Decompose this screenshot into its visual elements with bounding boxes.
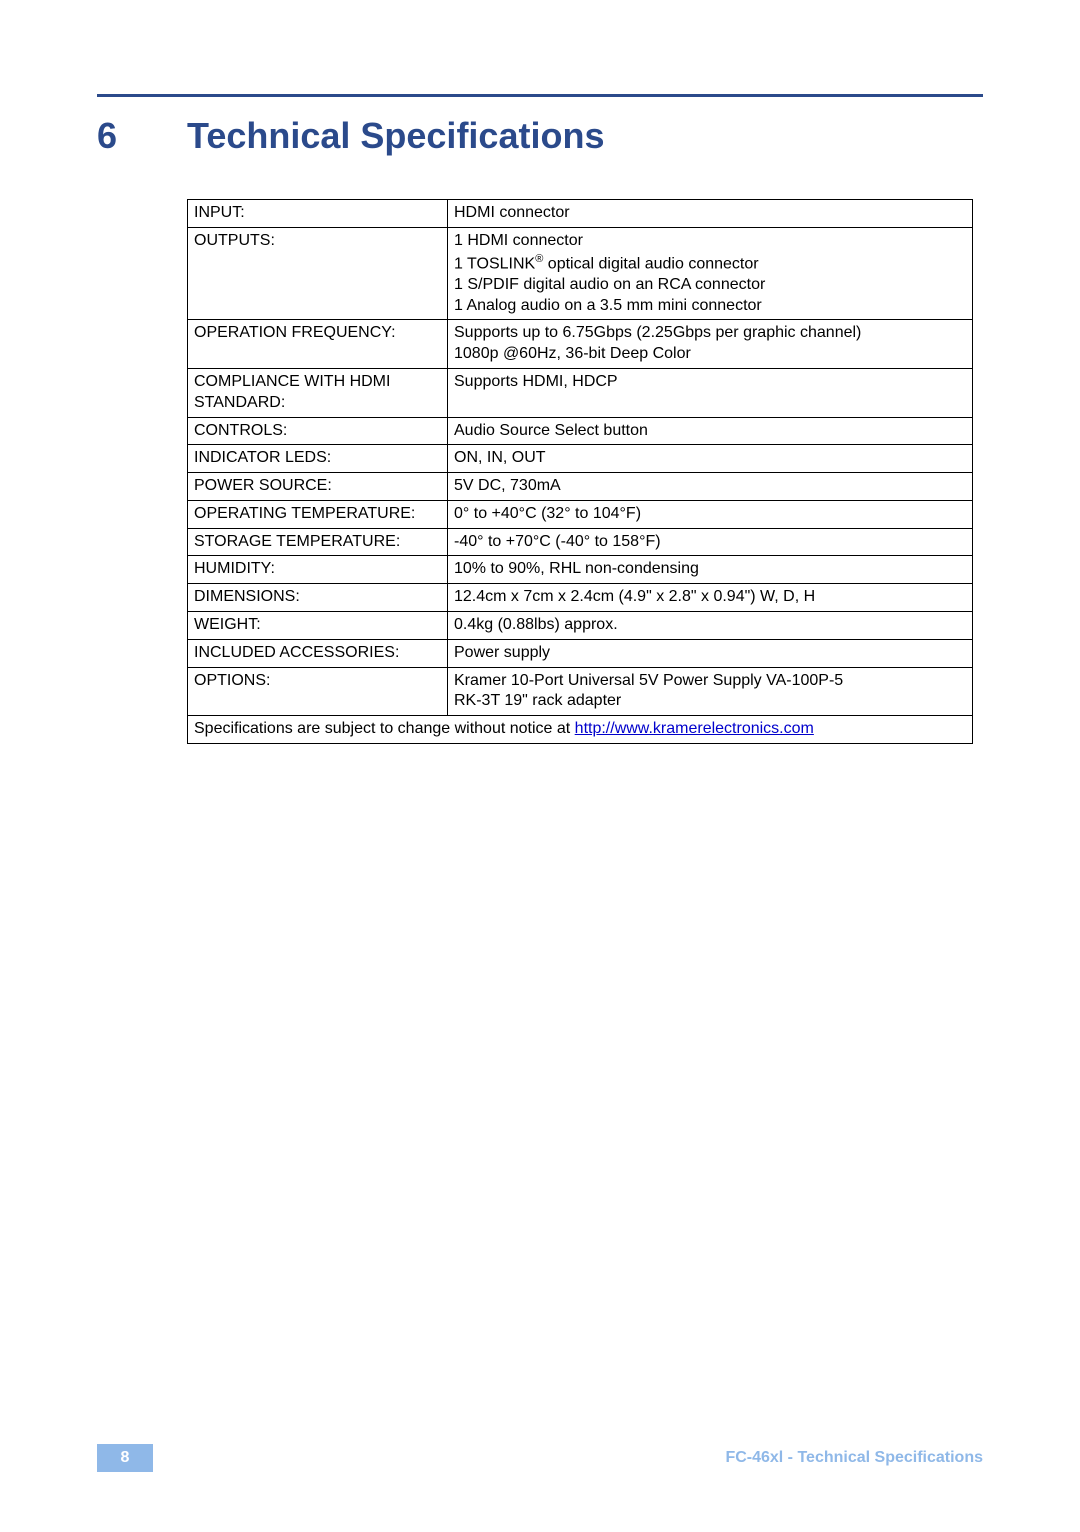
spec-value: Audio Source Select button (448, 417, 973, 445)
spec-label: CONTROLS: (188, 417, 448, 445)
table-row: OUTPUTS:1 HDMI connector1 TOSLINK® optic… (188, 227, 973, 320)
table-row: HUMIDITY:10% to 90%, RHL non-condensing (188, 556, 973, 584)
spec-value: 1 HDMI connector1 TOSLINK® optical digit… (448, 227, 973, 320)
page: 6 Technical Specifications INPUT:HDMI co… (0, 0, 1080, 1532)
table-row: STORAGE TEMPERATURE:-40° to +70°C (-40° … (188, 528, 973, 556)
table-row: OPTIONS:Kramer 10-Port Universal 5V Powe… (188, 667, 973, 716)
table-row: CONTROLS:Audio Source Select button (188, 417, 973, 445)
top-rule (97, 94, 983, 97)
spec-value: ON, IN, OUT (448, 445, 973, 473)
spec-label: STORAGE TEMPERATURE: (188, 528, 448, 556)
spec-value: Power supply (448, 639, 973, 667)
page-footer: 8 FC-46xl - Technical Specifications (97, 1444, 983, 1472)
spec-label: WEIGHT: (188, 612, 448, 640)
section-number: 6 (97, 115, 147, 157)
spec-table-body: INPUT:HDMI connectorOUTPUTS:1 HDMI conne… (188, 200, 973, 744)
section-title: Technical Specifications (187, 115, 604, 157)
spec-label: POWER SOURCE: (188, 473, 448, 501)
spec-value: 10% to 90%, RHL non-condensing (448, 556, 973, 584)
spec-label: OUTPUTS: (188, 227, 448, 320)
spec-value: HDMI connector (448, 200, 973, 228)
spec-label: OPTIONS: (188, 667, 448, 716)
spec-label: INCLUDED ACCESSORIES: (188, 639, 448, 667)
spec-value: Supports HDMI, HDCP (448, 368, 973, 417)
spec-value: 0° to +40°C (32° to 104°F) (448, 500, 973, 528)
table-row: INDICATOR LEDS:ON, IN, OUT (188, 445, 973, 473)
footnote-link[interactable]: http://www.kramerelectronics.com (575, 720, 814, 737)
spec-value: 12.4cm x 7cm x 2.4cm (4.9" x 2.8" x 0.94… (448, 584, 973, 612)
table-row: INPUT:HDMI connector (188, 200, 973, 228)
table-row: WEIGHT:0.4kg (0.88lbs) approx. (188, 612, 973, 640)
spec-label: INDICATOR LEDS: (188, 445, 448, 473)
spec-label: HUMIDITY: (188, 556, 448, 584)
footer-text: FC-46xl - Technical Specifications (725, 1449, 983, 1467)
table-row: COMPLIANCE WITH HDMI STANDARD:Supports H… (188, 368, 973, 417)
table-row: OPERATION FREQUENCY:Supports up to 6.75G… (188, 320, 973, 369)
spec-value: Kramer 10-Port Universal 5V Power Supply… (448, 667, 973, 716)
spec-label: COMPLIANCE WITH HDMI STANDARD: (188, 368, 448, 417)
page-number-badge: 8 (97, 1444, 153, 1472)
spec-label: INPUT: (188, 200, 448, 228)
spec-label: DIMENSIONS: (188, 584, 448, 612)
spec-table: INPUT:HDMI connectorOUTPUTS:1 HDMI conne… (187, 199, 973, 744)
table-row: Specifications are subject to change wit… (188, 716, 973, 744)
spec-value: 0.4kg (0.88lbs) approx. (448, 612, 973, 640)
spec-value: -40° to +70°C (-40° to 158°F) (448, 528, 973, 556)
table-row: INCLUDED ACCESSORIES:Power supply (188, 639, 973, 667)
table-row: OPERATING TEMPERATURE:0° to +40°C (32° t… (188, 500, 973, 528)
spec-footnote: Specifications are subject to change wit… (188, 716, 973, 744)
heading-row: 6 Technical Specifications (97, 115, 983, 157)
spec-label: OPERATION FREQUENCY: (188, 320, 448, 369)
table-row: DIMENSIONS:12.4cm x 7cm x 2.4cm (4.9" x … (188, 584, 973, 612)
table-row: POWER SOURCE:5V DC, 730mA (188, 473, 973, 501)
spec-value: Supports up to 6.75Gbps (2.25Gbps per gr… (448, 320, 973, 369)
spec-value: 5V DC, 730mA (448, 473, 973, 501)
spec-label: OPERATING TEMPERATURE: (188, 500, 448, 528)
